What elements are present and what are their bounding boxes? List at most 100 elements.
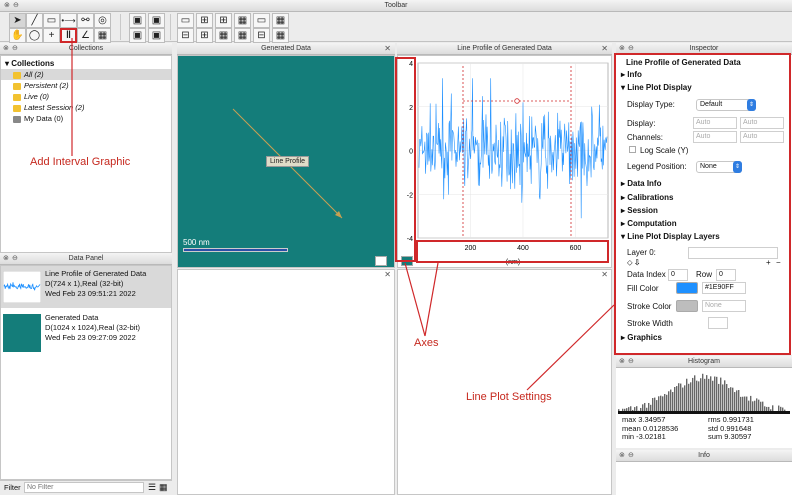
collection-item[interactable]: My Data (0)	[1, 113, 171, 124]
ellipse-tool-icon[interactable]: ◯	[26, 28, 43, 43]
close-icon[interactable]: ⊗	[619, 45, 625, 52]
layout-4x3-icon[interactable]: ▦	[234, 28, 251, 43]
close-icon[interactable]: ✕	[601, 44, 608, 53]
y-tick-label: -4	[407, 236, 413, 243]
collection-item[interactable]: Persistent (2)	[1, 80, 171, 91]
annotation-add-interval-graphic: Add Interval Graphic	[30, 156, 131, 168]
close-icon[interactable]: ✕	[384, 44, 391, 53]
display-max-field[interactable]: Auto	[740, 117, 784, 129]
layout-2x1-icon[interactable]: ⊞	[196, 13, 213, 28]
histogram-bar	[650, 404, 652, 411]
legend-position-select[interactable]: None ⇕	[696, 161, 742, 173]
pointer-tool-icon[interactable]: ➤	[9, 13, 26, 28]
histogram-bar	[710, 376, 712, 411]
minimize-icon[interactable]: ⊖	[628, 358, 634, 365]
histogram-plot[interactable]	[616, 368, 792, 415]
close-icon[interactable]: ✕	[601, 270, 608, 279]
close-icon[interactable]: ⊗	[3, 45, 9, 52]
row-field[interactable]: 0	[716, 269, 736, 281]
interval-handle[interactable]	[514, 98, 520, 104]
histogram-bar	[666, 394, 668, 411]
collection-item[interactable]: All (2)	[1, 69, 171, 80]
minimize-icon[interactable]: ⊖	[628, 45, 634, 52]
close-icon[interactable]: ✕	[384, 270, 391, 279]
minimize-icon[interactable]: ⊖	[12, 45, 18, 52]
grid-view-icon[interactable]: ▦	[159, 482, 168, 492]
log-scale-checkbox[interactable]	[629, 146, 636, 153]
layout-1x1-icon[interactable]: ▭	[177, 13, 194, 28]
display-min-field[interactable]: Auto	[693, 117, 737, 129]
fit-view-icon[interactable]: ▣	[129, 13, 146, 28]
collection-item[interactable]: Live (0)	[1, 91, 171, 102]
stroke-color-field[interactable]: None	[702, 300, 746, 312]
fill-view-icon[interactable]: ▣	[148, 13, 165, 28]
data-item[interactable]: Generated Data D(1024 x 1024),Real (32-b…	[1, 310, 171, 354]
channels-max-field[interactable]: Auto	[740, 131, 784, 143]
lattice-tool-icon[interactable]: ▦	[94, 28, 111, 43]
fill-color-field[interactable]: #1E90FF	[702, 282, 746, 294]
point-tool-icon[interactable]: +	[43, 28, 60, 43]
layout-split-icon[interactable]: ⊟	[253, 28, 270, 43]
histogram-bar	[646, 407, 648, 411]
collections-heading[interactable]: ▾ Collections	[5, 59, 55, 68]
x-tick-labels: 200 400 600	[465, 245, 582, 252]
display-mode-icon[interactable]	[375, 256, 387, 266]
interval-tool-icon[interactable]: ‖	[60, 28, 77, 43]
histogram-bar	[750, 395, 752, 411]
add-layer-button[interactable]: +	[766, 258, 771, 267]
close-icon[interactable]: ⊗	[619, 452, 625, 459]
close-icon[interactable]: ⊗	[619, 358, 625, 365]
layout-4x4-icon[interactable]: ▦	[272, 28, 289, 43]
angle-tool-icon[interactable]: ∠	[77, 28, 94, 43]
filter-input[interactable]	[24, 482, 144, 493]
line-profile-tool-icon[interactable]: ⚯	[77, 13, 94, 28]
session-toggle[interactable]: ▸ Session	[621, 206, 658, 215]
histogram-bar	[648, 402, 650, 411]
close-icon[interactable]: ⊗	[3, 255, 9, 262]
hand-tool-icon[interactable]: ✋	[9, 28, 26, 43]
collection-item[interactable]: Latest Session (2)	[1, 102, 171, 113]
fill-color-swatch[interactable]	[676, 282, 698, 294]
minimize-icon[interactable]: ⊖	[12, 255, 18, 262]
minimize-icon[interactable]: ⊖	[628, 452, 634, 459]
stroke-color-swatch[interactable]	[676, 300, 698, 312]
info-section-toggle[interactable]: ▸ Info	[621, 70, 642, 79]
close-icon[interactable]: ⊗	[4, 2, 10, 9]
empty-display-panel[interactable]: ✕	[397, 269, 612, 495]
folder-icon	[13, 82, 21, 90]
generated-data-image[interactable]: Line Profile 500 nm	[177, 55, 395, 268]
list-view-icon[interactable]: ☰	[148, 482, 157, 492]
two-to-one-view-icon[interactable]: ▣	[148, 28, 165, 43]
layers-toggle[interactable]: ▾ Line Plot Display Layers	[621, 232, 720, 241]
rectangle-tool-icon[interactable]: ▭	[43, 13, 60, 28]
layout-3x3-icon[interactable]: ▦	[215, 28, 232, 43]
histogram-bar	[626, 408, 628, 411]
one-to-one-view-icon[interactable]: ▣	[129, 28, 146, 43]
line-plot-display-toggle[interactable]: ▾ Line Plot Display	[621, 83, 692, 92]
channels-min-field[interactable]: Auto	[693, 131, 737, 143]
move-layer-icons[interactable]: ⬦ ⇩	[627, 258, 640, 267]
minimize-icon[interactable]: ⊖	[13, 2, 19, 9]
stroke-width-field[interactable]	[708, 317, 728, 329]
arrow-line-tool-icon[interactable]: •⟶	[60, 13, 77, 28]
layer-name-field[interactable]	[688, 247, 778, 259]
display-type-select[interactable]: Default ⇕	[696, 99, 756, 111]
data-index-field[interactable]: 0	[668, 269, 688, 281]
histogram-bar	[654, 397, 656, 411]
data-info-toggle[interactable]: ▸ Data Info	[621, 179, 662, 188]
layout-2x3-icon[interactable]: ⊞	[196, 28, 213, 43]
line-profile-display[interactable]: 4 2 0 -2 -4 200 400 600 (nm)	[397, 55, 612, 268]
calibrations-toggle[interactable]: ▸ Calibrations	[621, 193, 674, 202]
layout-2x2-icon[interactable]: ⊞	[215, 13, 232, 28]
empty-display-panel[interactable]: ✕	[177, 269, 395, 495]
ring-tool-icon[interactable]: ◎	[94, 13, 111, 28]
layout-3x2-icon[interactable]: ▦	[234, 13, 251, 28]
line-tool-icon[interactable]: ╱	[26, 13, 43, 28]
layout-1x2-icon[interactable]: ⊟	[177, 28, 194, 43]
data-item-selected[interactable]: Line Profile of Generated Data D(724 x 1…	[1, 266, 171, 308]
layout-grid-icon[interactable]: ▦	[272, 13, 289, 28]
graphics-toggle[interactable]: ▸ Graphics	[621, 333, 662, 342]
computation-toggle[interactable]: ▸ Computation	[621, 219, 677, 228]
layout-display-icon[interactable]: ▭	[253, 13, 270, 28]
remove-layer-button[interactable]: −	[776, 258, 781, 267]
